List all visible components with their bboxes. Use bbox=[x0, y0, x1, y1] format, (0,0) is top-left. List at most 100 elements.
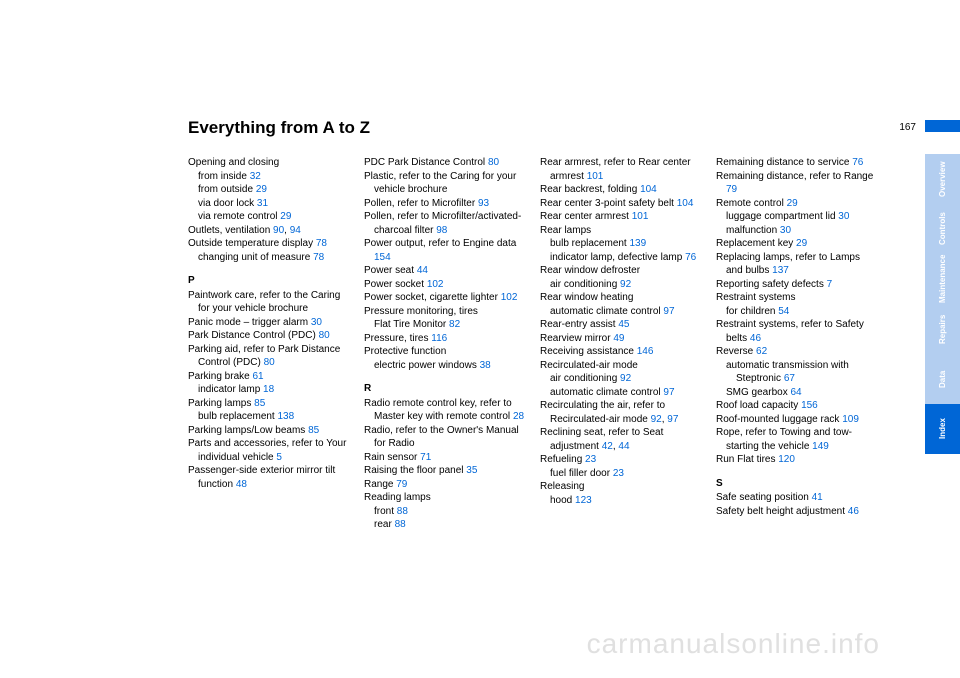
side-tab-repairs[interactable]: Repairs bbox=[925, 304, 960, 354]
page-ref[interactable]: 30 bbox=[311, 317, 322, 328]
index-entry: Reporting safety defects 7 bbox=[716, 278, 878, 292]
page-ref[interactable]: 23 bbox=[613, 468, 624, 479]
page-ref[interactable]: 41 bbox=[812, 492, 823, 503]
page-ref[interactable]: 38 bbox=[480, 360, 491, 371]
page-ref[interactable]: 80 bbox=[319, 330, 330, 341]
page-ref[interactable]: 149 bbox=[812, 441, 829, 452]
page-ref[interactable]: 101 bbox=[587, 171, 604, 182]
page-ref[interactable]: 92 bbox=[651, 414, 662, 425]
index-entry: automatic climate control 97 bbox=[540, 305, 702, 319]
page-ref[interactable]: 139 bbox=[630, 238, 647, 249]
page-ref[interactable]: 90 bbox=[273, 225, 284, 236]
page-ref[interactable]: 62 bbox=[756, 346, 767, 357]
page-ref[interactable]: 67 bbox=[784, 373, 795, 384]
page-ref[interactable]: 31 bbox=[257, 198, 268, 209]
page-ref[interactable]: 30 bbox=[780, 225, 791, 236]
page-ref[interactable]: 64 bbox=[790, 387, 801, 398]
index-entry: Paintwork care, refer to the Caring for … bbox=[188, 289, 350, 316]
index-entry: electric power windows 38 bbox=[364, 359, 526, 373]
page-ref[interactable]: 79 bbox=[396, 479, 407, 490]
index-columns: Opening and closingfrom inside 32from ou… bbox=[188, 156, 878, 532]
side-tab-maintenance[interactable]: Maintenance bbox=[925, 254, 960, 304]
index-entry: Radio, refer to the Owner's Manual for R… bbox=[364, 424, 526, 451]
page-ref[interactable]: 97 bbox=[663, 387, 674, 398]
page-ref[interactable]: 45 bbox=[618, 319, 629, 330]
page-ref[interactable]: 101 bbox=[632, 211, 649, 222]
page-ref[interactable]: 18 bbox=[263, 384, 274, 395]
page-ref[interactable]: 29 bbox=[256, 184, 267, 195]
page-ref[interactable]: 42 bbox=[602, 441, 613, 452]
page-ref[interactable]: 76 bbox=[852, 157, 863, 168]
page-ref[interactable]: 93 bbox=[478, 198, 489, 209]
page-ref[interactable]: 71 bbox=[420, 452, 431, 463]
page-ref[interactable]: 46 bbox=[750, 333, 761, 344]
page-ref[interactable]: 116 bbox=[431, 333, 447, 344]
page-ref[interactable]: 80 bbox=[264, 357, 275, 368]
index-entry: Rear window heating bbox=[540, 291, 702, 305]
side-tab-overview[interactable]: Overview bbox=[925, 154, 960, 204]
index-entry: Restraint systems, refer to Safety belts… bbox=[716, 318, 878, 345]
page-ref[interactable]: 78 bbox=[313, 252, 324, 263]
side-tab-controls[interactable]: Controls bbox=[925, 204, 960, 254]
index-entry: Parking lamps/Low beams 85 bbox=[188, 424, 350, 438]
page-ref[interactable]: 28 bbox=[513, 411, 524, 422]
page-ref[interactable]: 23 bbox=[585, 454, 596, 465]
page-ref[interactable]: 82 bbox=[449, 319, 460, 330]
page-ref[interactable]: 137 bbox=[772, 265, 789, 276]
page-ref[interactable]: 46 bbox=[848, 506, 859, 517]
index-entry: Rope, refer to Towing and tow-starting t… bbox=[716, 426, 878, 453]
page-ref[interactable]: 109 bbox=[842, 414, 859, 425]
page-ref[interactable]: 29 bbox=[787, 198, 798, 209]
index-entry: Parking lamps 85 bbox=[188, 397, 350, 411]
index-entry: Plastic, refer to the Caring for your ve… bbox=[364, 170, 526, 197]
page-ref[interactable]: 44 bbox=[417, 265, 428, 276]
index-entry: Rear armrest, refer to Rear center armre… bbox=[540, 156, 702, 183]
page-ref[interactable]: 102 bbox=[427, 279, 444, 290]
page-ref[interactable]: 7 bbox=[827, 279, 833, 290]
side-tab-index[interactable]: Index bbox=[925, 404, 960, 454]
page-ref[interactable]: 79 bbox=[726, 184, 737, 195]
page-ref[interactable]: 146 bbox=[637, 346, 654, 357]
page-ref[interactable]: 32 bbox=[250, 171, 261, 182]
page-ref[interactable]: 85 bbox=[254, 398, 265, 409]
page-ref[interactable]: 88 bbox=[395, 519, 406, 530]
page-ref[interactable]: 98 bbox=[436, 225, 447, 236]
page-ref[interactable]: 85 bbox=[308, 425, 319, 436]
index-entry: Raising the floor panel 35 bbox=[364, 464, 526, 478]
index-entry: fuel filler door 23 bbox=[540, 467, 702, 481]
side-tab-data[interactable]: Data bbox=[925, 354, 960, 404]
page-ref[interactable]: 29 bbox=[796, 238, 807, 249]
index-entry: Rear-entry assist 45 bbox=[540, 318, 702, 332]
page-ref[interactable]: 104 bbox=[640, 184, 657, 195]
page-ref[interactable]: 123 bbox=[575, 495, 592, 506]
page-ref[interactable]: 35 bbox=[466, 465, 477, 476]
page-ref[interactable]: 138 bbox=[278, 411, 295, 422]
page-ref[interactable]: 29 bbox=[280, 211, 291, 222]
page-ref[interactable]: 54 bbox=[778, 306, 789, 317]
page-ref[interactable]: 80 bbox=[488, 157, 499, 168]
page-ref[interactable]: 156 bbox=[801, 400, 818, 411]
page-ref[interactable]: 78 bbox=[316, 238, 327, 249]
page-ref[interactable]: 61 bbox=[252, 371, 263, 382]
page-ref[interactable]: 154 bbox=[374, 252, 391, 263]
page-ref[interactable]: 5 bbox=[276, 452, 282, 463]
page-ref[interactable]: 92 bbox=[620, 279, 631, 290]
index-entry: indicator lamp, defective lamp 76 bbox=[540, 251, 702, 265]
page-ref[interactable]: 48 bbox=[236, 479, 247, 490]
page-ref[interactable]: 97 bbox=[667, 414, 678, 425]
index-entry: Rear center armrest 101 bbox=[540, 210, 702, 224]
index-entry: Recirculated-air mode bbox=[540, 359, 702, 373]
index-entry: Rain sensor 71 bbox=[364, 451, 526, 465]
page-ref[interactable]: 76 bbox=[685, 252, 696, 263]
page-ref[interactable]: 30 bbox=[838, 211, 849, 222]
page-ref[interactable]: 102 bbox=[501, 292, 518, 303]
page-ref[interactable]: 44 bbox=[618, 441, 629, 452]
page-ref[interactable]: 49 bbox=[613, 333, 624, 344]
page-ref[interactable]: 120 bbox=[778, 454, 795, 465]
index-entry: Remote control 29 bbox=[716, 197, 878, 211]
page-ref[interactable]: 104 bbox=[677, 198, 694, 209]
page-ref[interactable]: 92 bbox=[620, 373, 631, 384]
page-ref[interactable]: 88 bbox=[397, 506, 408, 517]
page-ref[interactable]: 94 bbox=[290, 225, 301, 236]
page-ref[interactable]: 97 bbox=[663, 306, 674, 317]
